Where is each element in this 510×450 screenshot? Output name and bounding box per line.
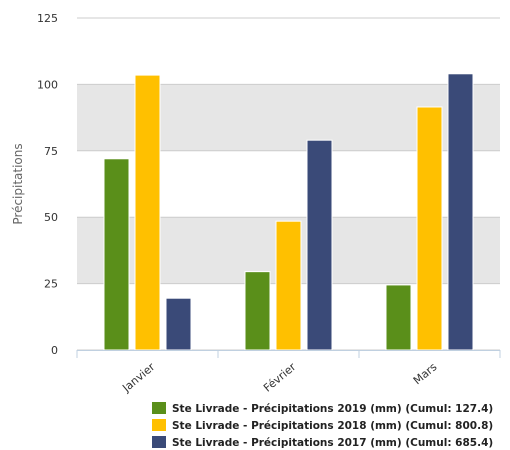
y-axis-title: Précipitations xyxy=(11,143,25,224)
legend-swatch xyxy=(152,436,166,448)
y-axis-ticks: 0 25 50 75 100 125 xyxy=(37,12,58,357)
bars xyxy=(103,73,474,351)
bar-mars-series-3 xyxy=(447,73,474,351)
bar-mars-series-1 xyxy=(385,284,412,351)
y-tick-label: 75 xyxy=(44,145,58,158)
legend-label: Ste Livrade - Précipitations 2018 (mm) (… xyxy=(172,420,493,432)
y-tick-label: 50 xyxy=(44,211,58,224)
bar-février-series-3 xyxy=(306,139,333,351)
bar-janvier-series-3 xyxy=(165,297,192,351)
x-axis: Janvier Février Mars xyxy=(76,350,501,395)
y-tick-label: 125 xyxy=(37,12,58,25)
x-tick-label: Mars xyxy=(411,360,440,387)
legend-swatch xyxy=(152,402,166,414)
y-tick-label: 25 xyxy=(44,278,58,291)
legend-label: Ste Livrade - Précipitations 2019 (mm) (… xyxy=(172,403,493,415)
legend: Ste Livrade - Précipitations 2019 (mm) (… xyxy=(152,402,493,449)
bar-février-series-2 xyxy=(275,220,302,351)
legend-swatch xyxy=(152,419,166,431)
x-tick-label: Février xyxy=(261,360,299,395)
legend-label: Ste Livrade - Précipitations 2017 (mm) (… xyxy=(172,437,493,449)
x-tick-label: Janvier xyxy=(119,360,157,395)
y-tick-label: 100 xyxy=(37,78,58,91)
bar-février-series-1 xyxy=(244,271,271,351)
bar-janvier-series-1 xyxy=(103,158,130,351)
bar-janvier-series-2 xyxy=(134,74,161,351)
bar-mars-series-2 xyxy=(416,106,443,351)
plot-band xyxy=(77,18,500,85)
y-tick-label: 0 xyxy=(51,344,58,357)
